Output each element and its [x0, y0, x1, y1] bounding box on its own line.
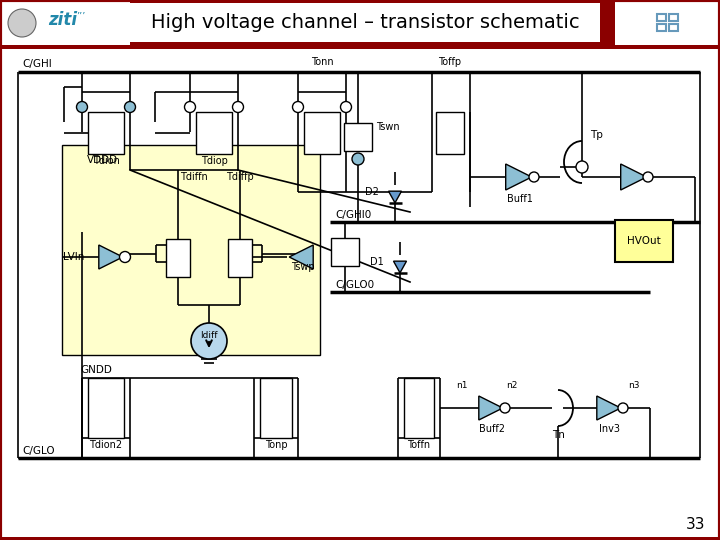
Bar: [436, 112, 464, 154]
Bar: [88, 378, 124, 438]
Bar: [404, 378, 434, 438]
Text: C/GLO: C/GLO: [22, 446, 55, 456]
Bar: [88, 112, 124, 154]
Circle shape: [529, 172, 539, 182]
Bar: [669, 14, 678, 21]
Circle shape: [341, 102, 351, 112]
Text: Tswn: Tswn: [376, 122, 400, 132]
Bar: [669, 24, 678, 31]
Text: Tdion2: Tdion2: [89, 440, 122, 450]
Text: ziti: ziti: [48, 11, 77, 29]
Polygon shape: [597, 396, 621, 420]
Polygon shape: [505, 164, 531, 190]
Bar: [615, 220, 673, 262]
Text: C/GHI: C/GHI: [22, 59, 52, 69]
Bar: [0, 0, 130, 45]
Text: Toffp: Toffp: [438, 57, 462, 67]
Text: Inv3: Inv3: [600, 424, 621, 434]
Text: Buff2: Buff2: [479, 424, 505, 434]
Text: Tdiffn: Tdiffn: [180, 172, 208, 182]
Circle shape: [125, 102, 135, 112]
Circle shape: [500, 403, 510, 413]
Bar: [0, 45, 720, 49]
Bar: [130, 3, 600, 42]
Circle shape: [292, 102, 304, 112]
Text: D1: D1: [370, 257, 384, 267]
Bar: [331, 238, 359, 266]
Bar: [615, 0, 720, 45]
Circle shape: [643, 172, 653, 182]
Bar: [657, 14, 666, 21]
Circle shape: [233, 102, 243, 112]
Text: Tswp: Tswp: [292, 262, 315, 272]
Text: High voltage channel – transistor schematic: High voltage channel – transistor schema…: [150, 14, 580, 32]
Circle shape: [120, 252, 130, 262]
Text: 33: 33: [685, 517, 705, 532]
Polygon shape: [621, 164, 647, 190]
Text: Tp: Tp: [590, 130, 603, 140]
Bar: [657, 24, 666, 31]
Text: n3: n3: [629, 381, 640, 390]
Circle shape: [352, 153, 364, 165]
Text: D2: D2: [365, 187, 379, 197]
Text: VDDD: VDDD: [87, 155, 118, 165]
Text: Idiff: Idiff: [200, 330, 217, 340]
Bar: [166, 239, 190, 277]
Bar: [228, 239, 252, 277]
Circle shape: [576, 161, 588, 173]
Polygon shape: [479, 396, 503, 420]
Text: n1: n1: [456, 381, 468, 390]
Text: ’’’: ’’’: [76, 12, 86, 22]
Circle shape: [8, 9, 36, 37]
Circle shape: [191, 323, 227, 359]
Text: GNDD: GNDD: [80, 365, 112, 375]
Text: Tdiffp: Tdiffp: [226, 172, 253, 182]
Text: HVOut: HVOut: [627, 236, 661, 246]
Bar: [260, 378, 292, 438]
Text: Buff1: Buff1: [507, 194, 533, 204]
Polygon shape: [289, 245, 313, 269]
Text: Toffn: Toffn: [408, 440, 431, 450]
Text: Tdiop: Tdiop: [201, 156, 228, 166]
Bar: [0, 0, 720, 45]
Bar: [344, 123, 372, 151]
Bar: [62, 145, 320, 355]
Circle shape: [618, 403, 628, 413]
Text: C/GHI0: C/GHI0: [335, 210, 372, 220]
Bar: [304, 112, 340, 154]
Polygon shape: [394, 261, 407, 273]
Bar: [196, 112, 232, 154]
Text: n2: n2: [506, 381, 518, 390]
Text: LVIn: LVIn: [63, 252, 84, 262]
Text: C/GLO0: C/GLO0: [335, 280, 374, 290]
Circle shape: [76, 102, 88, 112]
Polygon shape: [99, 245, 123, 269]
Text: Tn: Tn: [552, 430, 564, 440]
Bar: [0, 537, 720, 540]
Text: Tonp: Tonp: [265, 440, 287, 450]
Polygon shape: [389, 191, 402, 203]
Text: Tonn: Tonn: [311, 57, 333, 67]
Text: Tdion: Tdion: [93, 156, 120, 166]
Circle shape: [184, 102, 196, 112]
